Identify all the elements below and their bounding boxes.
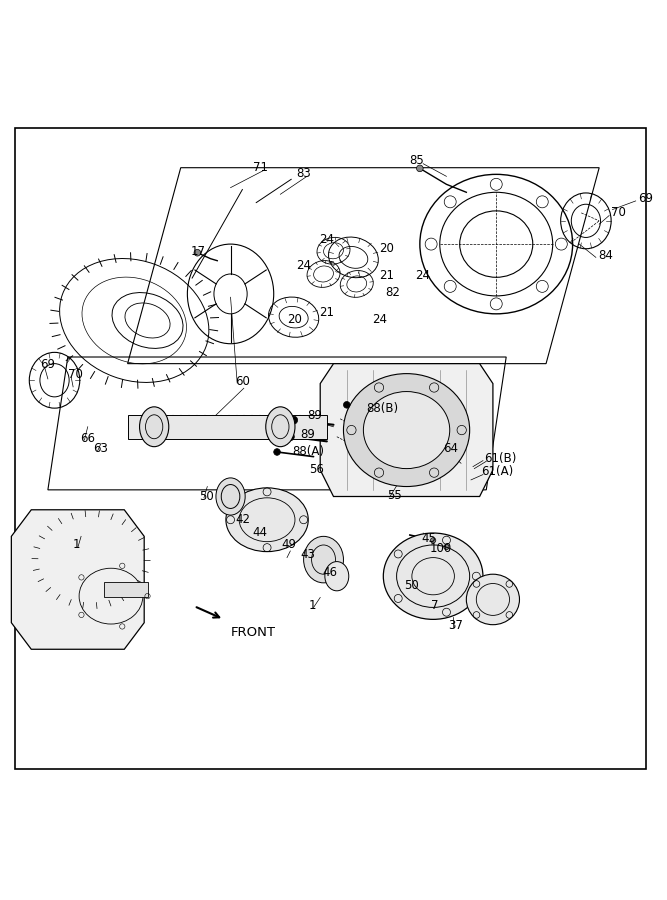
Text: 24: 24 (415, 269, 430, 283)
Text: 7: 7 (431, 598, 439, 612)
Text: 44: 44 (253, 526, 267, 539)
Text: 100: 100 (430, 542, 452, 554)
Text: 83: 83 (296, 166, 311, 179)
Text: 24: 24 (296, 259, 311, 272)
Text: 89: 89 (300, 428, 315, 441)
Text: 70: 70 (68, 368, 83, 382)
Polygon shape (11, 509, 144, 649)
Ellipse shape (364, 392, 450, 469)
Text: 55: 55 (387, 489, 402, 501)
Text: 66: 66 (80, 432, 95, 446)
Ellipse shape (139, 407, 169, 446)
Text: 82: 82 (386, 286, 400, 299)
Text: 88(A): 88(A) (292, 445, 324, 458)
Text: 60: 60 (235, 375, 250, 388)
Text: 64: 64 (443, 442, 458, 455)
Text: 89: 89 (307, 409, 321, 422)
Text: 69: 69 (40, 358, 55, 372)
Text: 20: 20 (287, 312, 302, 326)
Text: 1: 1 (309, 598, 316, 612)
Text: 88(B): 88(B) (367, 402, 399, 415)
Text: 49: 49 (281, 538, 297, 552)
Circle shape (273, 449, 280, 455)
Text: FRONT: FRONT (231, 626, 275, 639)
Ellipse shape (325, 562, 349, 590)
Text: 45: 45 (421, 532, 436, 544)
Text: 50: 50 (405, 579, 420, 592)
Circle shape (194, 249, 201, 256)
Circle shape (289, 416, 297, 424)
Text: 21: 21 (319, 306, 334, 319)
Ellipse shape (466, 574, 520, 625)
Circle shape (344, 401, 350, 409)
Text: 24: 24 (319, 233, 334, 246)
Circle shape (430, 537, 436, 543)
Ellipse shape (226, 488, 308, 552)
Ellipse shape (344, 374, 470, 487)
Circle shape (286, 433, 294, 441)
Text: 56: 56 (309, 463, 323, 476)
Text: 46: 46 (322, 566, 338, 579)
Circle shape (444, 544, 449, 550)
Text: 85: 85 (409, 154, 424, 166)
Text: 63: 63 (93, 442, 108, 455)
Circle shape (416, 165, 423, 172)
Text: 42: 42 (236, 513, 251, 526)
Text: 61(A): 61(A) (481, 465, 513, 479)
Ellipse shape (384, 533, 483, 619)
Circle shape (433, 445, 440, 451)
Text: 43: 43 (300, 548, 315, 562)
Text: 70: 70 (611, 206, 626, 220)
Bar (127, 415, 327, 438)
Text: 21: 21 (379, 269, 394, 283)
Bar (104, 581, 147, 598)
Text: 37: 37 (448, 619, 463, 632)
Text: 61(B): 61(B) (484, 452, 517, 465)
Text: 84: 84 (598, 249, 613, 262)
Text: 50: 50 (199, 490, 214, 503)
Text: 17: 17 (191, 245, 205, 258)
Ellipse shape (303, 536, 344, 583)
Ellipse shape (265, 407, 295, 446)
Polygon shape (320, 364, 493, 497)
Text: 24: 24 (372, 312, 387, 326)
Text: 71: 71 (253, 160, 268, 174)
Text: 20: 20 (379, 242, 394, 256)
Text: 69: 69 (638, 192, 653, 205)
Ellipse shape (216, 478, 245, 515)
Text: 1: 1 (73, 538, 81, 551)
Ellipse shape (221, 484, 240, 508)
